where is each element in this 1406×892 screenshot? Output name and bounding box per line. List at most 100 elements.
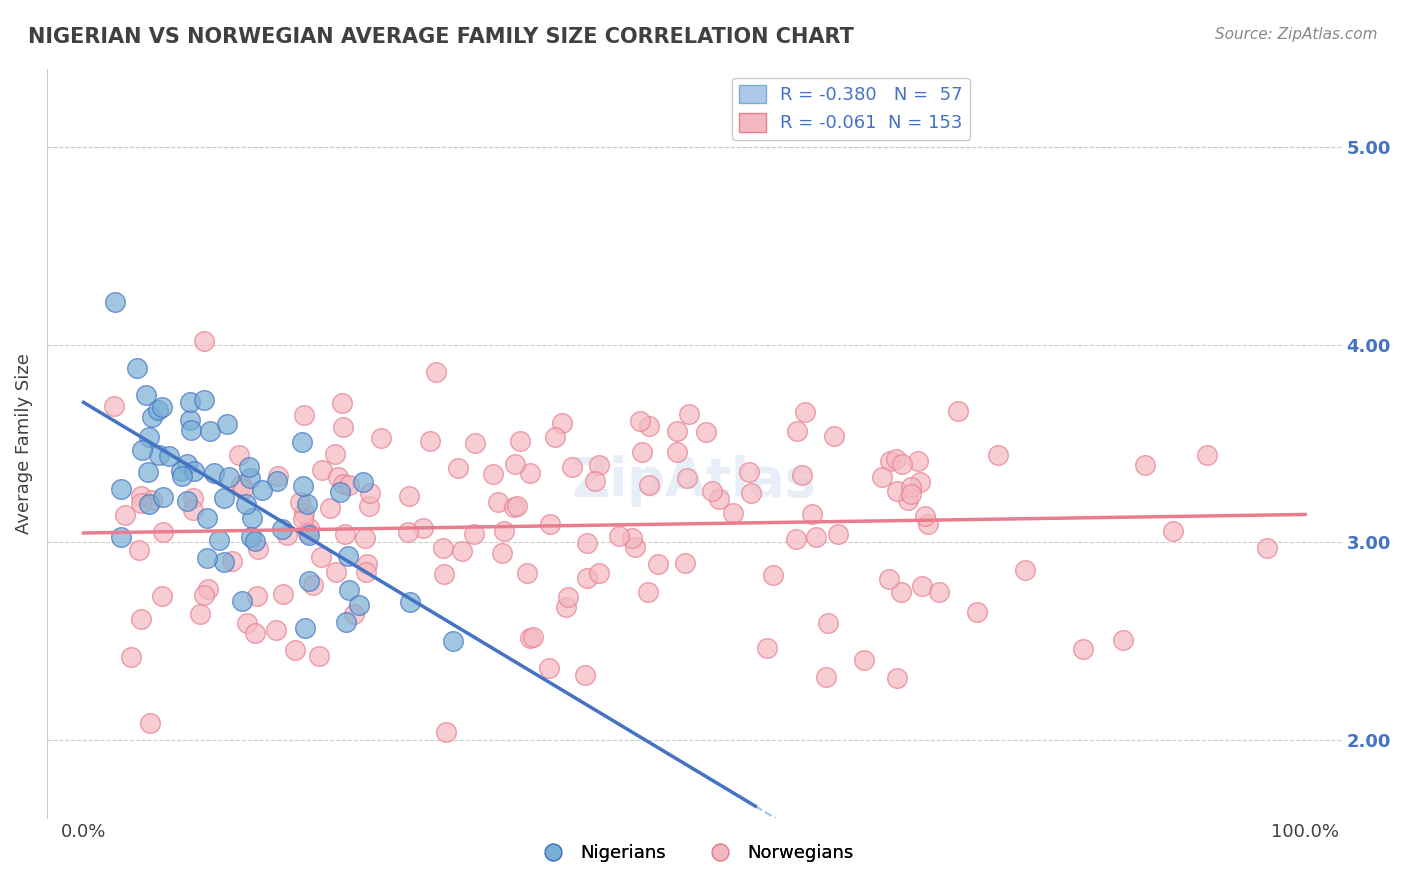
Norwegians xyxy=(987,448,1010,462)
Norwegians xyxy=(638,419,661,434)
Norwegians xyxy=(131,612,153,626)
Norwegians xyxy=(966,605,988,619)
Nigerians xyxy=(135,388,157,402)
Norwegians xyxy=(229,478,252,492)
Nigerians xyxy=(231,594,253,608)
Norwegians xyxy=(129,489,152,503)
Nigerians xyxy=(179,412,201,426)
Norwegians xyxy=(762,568,785,582)
Norwegians xyxy=(481,467,503,482)
Norwegians xyxy=(890,584,912,599)
Norwegians xyxy=(678,407,700,421)
Norwegians xyxy=(353,532,375,546)
Nigerians xyxy=(176,457,198,471)
Norwegians xyxy=(557,590,579,604)
Norwegians xyxy=(343,607,366,622)
Nigerians xyxy=(136,465,159,479)
Norwegians xyxy=(588,566,610,580)
Norwegians xyxy=(152,524,174,539)
Norwegians xyxy=(247,542,270,557)
Norwegians xyxy=(333,527,356,541)
Norwegians xyxy=(246,589,269,603)
Nigerians xyxy=(180,424,202,438)
Norwegians xyxy=(232,482,254,496)
Norwegians xyxy=(910,475,932,489)
Norwegians xyxy=(292,512,315,526)
Nigerians xyxy=(202,466,225,480)
Nigerians xyxy=(110,530,132,544)
Norwegians xyxy=(292,506,315,520)
Norwegians xyxy=(266,469,288,483)
Nigerians xyxy=(157,449,180,463)
Norwegians xyxy=(292,408,315,422)
Norwegians xyxy=(193,588,215,602)
Norwegians xyxy=(676,471,699,485)
Nigerians xyxy=(195,510,218,524)
Norwegians xyxy=(425,365,447,379)
Norwegians xyxy=(900,486,922,500)
Norwegians xyxy=(538,661,561,675)
Norwegians xyxy=(503,457,526,471)
Nigerians xyxy=(239,530,262,544)
Norwegians xyxy=(740,485,762,500)
Norwegians xyxy=(486,495,509,509)
Legend: Nigerians, Norwegians: Nigerians, Norwegians xyxy=(529,837,860,870)
Norwegians xyxy=(271,587,294,601)
Norwegians xyxy=(702,484,724,499)
Norwegians xyxy=(120,649,142,664)
Norwegians xyxy=(801,507,824,521)
Nigerians xyxy=(347,598,370,612)
Norwegians xyxy=(284,643,307,657)
Nigerians xyxy=(212,491,235,505)
Nigerians xyxy=(398,595,420,609)
Nigerians xyxy=(292,479,315,493)
Norwegians xyxy=(1133,458,1156,472)
Norwegians xyxy=(709,491,731,506)
Norwegians xyxy=(886,671,908,685)
Norwegians xyxy=(183,503,205,517)
Norwegians xyxy=(519,466,541,480)
Nigerians xyxy=(148,448,170,462)
Nigerians xyxy=(176,494,198,508)
Nigerians xyxy=(295,497,318,511)
Norwegians xyxy=(433,567,456,582)
Norwegians xyxy=(432,541,454,556)
Norwegians xyxy=(897,493,920,508)
Norwegians xyxy=(398,489,420,503)
Norwegians xyxy=(890,457,912,471)
Norwegians xyxy=(181,491,204,505)
Norwegians xyxy=(631,445,654,459)
Norwegians xyxy=(561,460,583,475)
Norwegians xyxy=(695,425,717,439)
Nigerians xyxy=(235,497,257,511)
Nigerians xyxy=(245,533,267,548)
Norwegians xyxy=(131,496,153,510)
Norwegians xyxy=(673,556,696,570)
Nigerians xyxy=(152,490,174,504)
Norwegians xyxy=(288,495,311,509)
Nigerians xyxy=(150,401,173,415)
Norwegians xyxy=(301,577,323,591)
Norwegians xyxy=(447,460,470,475)
Norwegians xyxy=(311,463,333,477)
Norwegians xyxy=(907,454,929,468)
Nigerians xyxy=(298,527,321,541)
Nigerians xyxy=(240,511,263,525)
Nigerians xyxy=(298,574,321,589)
Norwegians xyxy=(325,447,347,461)
Norwegians xyxy=(624,540,647,554)
Norwegians xyxy=(1256,541,1278,555)
Norwegians xyxy=(298,521,321,535)
Norwegians xyxy=(450,544,472,558)
Norwegians xyxy=(786,424,808,438)
Nigerians xyxy=(239,471,262,485)
Norwegians xyxy=(506,500,529,514)
Nigerians xyxy=(170,465,193,479)
Norwegians xyxy=(330,395,353,409)
Nigerians xyxy=(250,483,273,497)
Norwegians xyxy=(309,550,332,565)
Norwegians xyxy=(928,585,950,599)
Norwegians xyxy=(665,424,688,438)
Nigerians xyxy=(179,394,201,409)
Norwegians xyxy=(188,607,211,621)
